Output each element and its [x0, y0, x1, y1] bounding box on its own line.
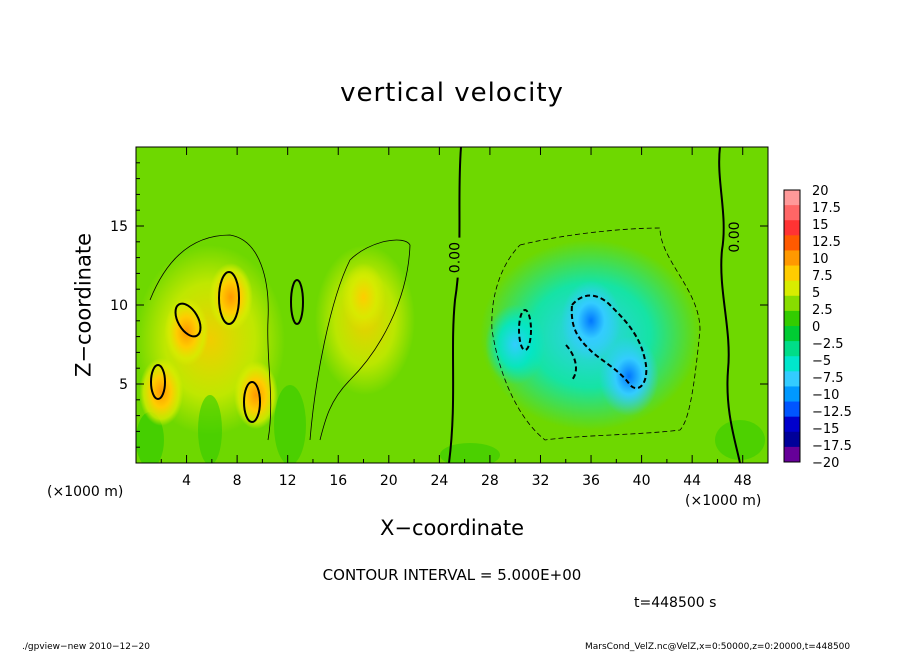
y-tick-label: 5: [119, 377, 128, 393]
colorbar-label: 10: [812, 252, 829, 267]
colorbar-swatch: [784, 220, 800, 236]
colorbar-swatch: [784, 310, 800, 327]
colorbar-swatch: [784, 235, 800, 251]
colorbar-swatch: [784, 431, 800, 448]
feature-blob-1: [164, 297, 209, 366]
x-tick-label: 36: [582, 473, 600, 489]
footer-left: ./gpview−new 2010−12−20: [22, 642, 150, 652]
feature-blob-7: [598, 336, 659, 417]
colorbar-swatch: [784, 250, 800, 267]
colorbar-label: 7.5: [812, 269, 833, 284]
x-tick-label: 4: [182, 473, 191, 489]
x-axis-label: X−coordinate: [380, 516, 524, 540]
colorbar-swatch: [784, 205, 800, 221]
colorbar-label: −15: [812, 422, 839, 437]
colorbar-swatch: [784, 446, 800, 463]
colorbar-label: 2.5: [812, 303, 833, 318]
x-tick-label: 48: [734, 473, 752, 489]
feature-blob-5: [485, 304, 546, 385]
colorbar-label: −20: [812, 456, 839, 471]
colorbar-label: −12.5: [812, 405, 852, 420]
colorbar-label: 5: [812, 286, 820, 301]
footer-right: MarsCond_VelZ.nc@VelZ,x=0:50000,z=0:2000…: [585, 642, 851, 652]
contour-labels: 0.00 0.00: [445, 217, 743, 278]
x-unit-label-right: (×1000 m): [685, 493, 762, 509]
colorbar-label: 12.5: [812, 235, 841, 250]
colorbar-swatch: [784, 371, 800, 387]
feature-blob-2: [208, 263, 253, 332]
feature-blob-6: [561, 280, 622, 361]
contour-label-bg: [445, 237, 464, 278]
colorbar-label: 20: [812, 184, 829, 199]
x-tick-label: 20: [380, 473, 398, 489]
x-tick-label: 16: [329, 473, 347, 489]
x-tick-label: 40: [633, 473, 651, 489]
colorbar-label: 17.5: [812, 201, 841, 216]
colorbar-swatch: [784, 326, 800, 342]
colorbar-swatch: [784, 265, 800, 282]
colorbar-swatch: [784, 295, 800, 312]
colorbar-swatch: [784, 401, 800, 418]
x-tick-label: 24: [430, 473, 448, 489]
chart-title: vertical velocity: [340, 78, 564, 108]
x-tick-label: 8: [233, 473, 242, 489]
colorbar: 20 17.5 15 12.5 10 7.5 5 2.5 0 −2.5 −5 −7.5 −10 −12.5…: [783, 184, 852, 471]
x-unit-label-left: (×1000 m): [47, 484, 124, 500]
contour-interval-label: CONTOUR INTERVAL = 5.000E+00: [322, 566, 582, 584]
colorbar-label: −5: [812, 354, 831, 369]
colorbar-label: 15: [812, 218, 829, 233]
x-tick-label: 32: [532, 473, 550, 489]
feature-blob-4: [341, 263, 386, 332]
x-tick-label: 12: [279, 473, 297, 489]
colorbar-swatch: [784, 190, 800, 206]
colorbar-label: −7.5: [812, 371, 844, 386]
contour-lines: [149, 147, 741, 463]
feature-blob-0: [139, 357, 184, 426]
y-tick-label: 15: [110, 219, 128, 235]
contour-label: 0.00: [727, 221, 743, 252]
contour-label: 0.00: [448, 242, 464, 273]
colorbar-frame: [783, 189, 801, 463]
x-tick-label: 28: [481, 473, 499, 489]
colorbar-label: −10: [812, 388, 839, 403]
colorbar-label: 0: [812, 320, 820, 335]
colorbar-label: −2.5: [812, 337, 844, 352]
time-label: t=448500 s: [634, 595, 717, 611]
colorbar-swatch: [784, 386, 800, 403]
contour-label-bg: [724, 217, 743, 258]
colorbar-swatch: [784, 280, 800, 297]
x-tick-label: 44: [683, 473, 701, 489]
y-tick-label: 10: [110, 298, 128, 314]
colorbar-swatch: [784, 416, 800, 433]
colorbar-swatch: [784, 341, 800, 357]
colorbar-label: −17.5: [812, 439, 852, 454]
colorbar-swatch: [784, 356, 800, 372]
